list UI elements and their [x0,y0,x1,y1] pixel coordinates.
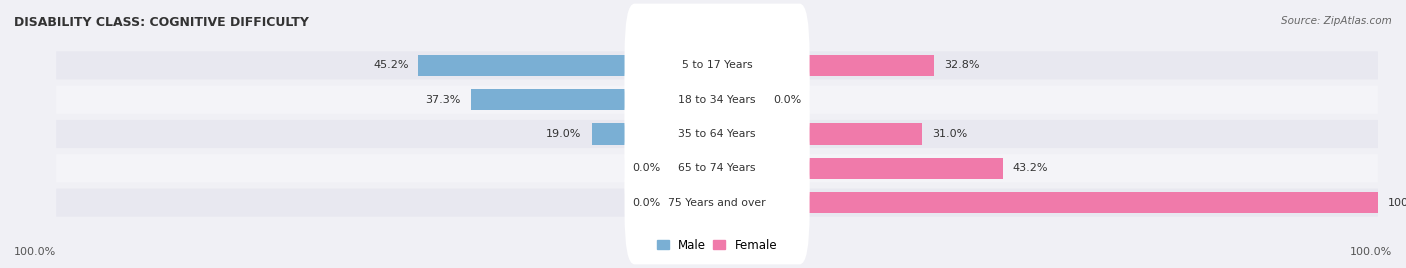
Text: 0.0%: 0.0% [633,198,661,208]
FancyBboxPatch shape [624,141,810,264]
FancyBboxPatch shape [624,38,810,161]
Text: 19.0%: 19.0% [546,129,582,139]
Text: 0.0%: 0.0% [773,95,801,105]
FancyBboxPatch shape [624,4,810,127]
Bar [717,192,1378,213]
FancyBboxPatch shape [56,51,1378,79]
FancyBboxPatch shape [624,107,810,230]
Bar [419,55,717,76]
Text: 100.0%: 100.0% [14,247,56,257]
Text: 100.0%: 100.0% [1388,198,1406,208]
Text: 100.0%: 100.0% [1350,247,1392,257]
Bar [717,158,1002,179]
Text: DISABILITY CLASS: COGNITIVE DIFFICULTY: DISABILITY CLASS: COGNITIVE DIFFICULTY [14,16,309,29]
Text: Source: ZipAtlas.com: Source: ZipAtlas.com [1281,16,1392,26]
FancyBboxPatch shape [56,86,1378,114]
Text: 35 to 64 Years: 35 to 64 Years [678,129,756,139]
FancyBboxPatch shape [56,120,1378,148]
Text: 43.2%: 43.2% [1012,163,1047,173]
FancyBboxPatch shape [56,189,1378,217]
Text: 37.3%: 37.3% [425,95,461,105]
Legend: Male, Female: Male, Female [657,239,778,252]
Bar [717,89,763,110]
Bar [671,192,717,213]
Bar [471,89,717,110]
Text: 5 to 17 Years: 5 to 17 Years [682,60,752,70]
Text: 31.0%: 31.0% [932,129,967,139]
Bar [671,158,717,179]
Bar [717,55,934,76]
Text: 75 Years and over: 75 Years and over [668,198,766,208]
FancyBboxPatch shape [624,72,810,196]
Bar [592,123,717,145]
FancyBboxPatch shape [56,154,1378,182]
Text: 65 to 74 Years: 65 to 74 Years [678,163,756,173]
Text: 45.2%: 45.2% [373,60,409,70]
Text: 18 to 34 Years: 18 to 34 Years [678,95,756,105]
Text: 0.0%: 0.0% [633,163,661,173]
Text: 32.8%: 32.8% [943,60,979,70]
Bar [717,123,922,145]
